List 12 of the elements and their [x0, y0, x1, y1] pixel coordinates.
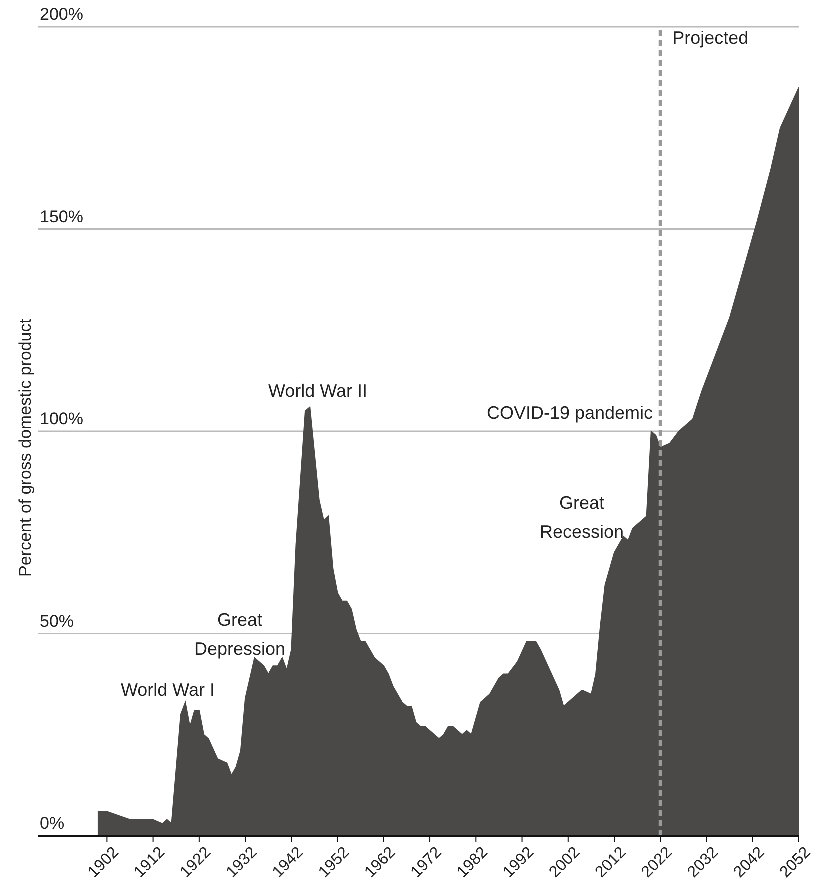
y-tick-label: 0%	[40, 814, 65, 833]
annotation: Great Depression	[194, 609, 286, 661]
annotation: World War II	[268, 380, 368, 403]
y-axis-title: Percent of gross domestic product	[16, 318, 36, 579]
y-tick-label: 50%	[40, 612, 74, 631]
annotation: COVID-19 pandemic	[486, 402, 654, 425]
y-tick-label: 200%	[40, 5, 84, 24]
ref-line-label: Projected	[672, 28, 749, 48]
annotation: Great Recession	[540, 492, 624, 544]
y-tick-label: 150%	[40, 207, 84, 226]
annotation: World War I	[120, 679, 216, 702]
y-tick-label: 100%	[40, 410, 84, 428]
